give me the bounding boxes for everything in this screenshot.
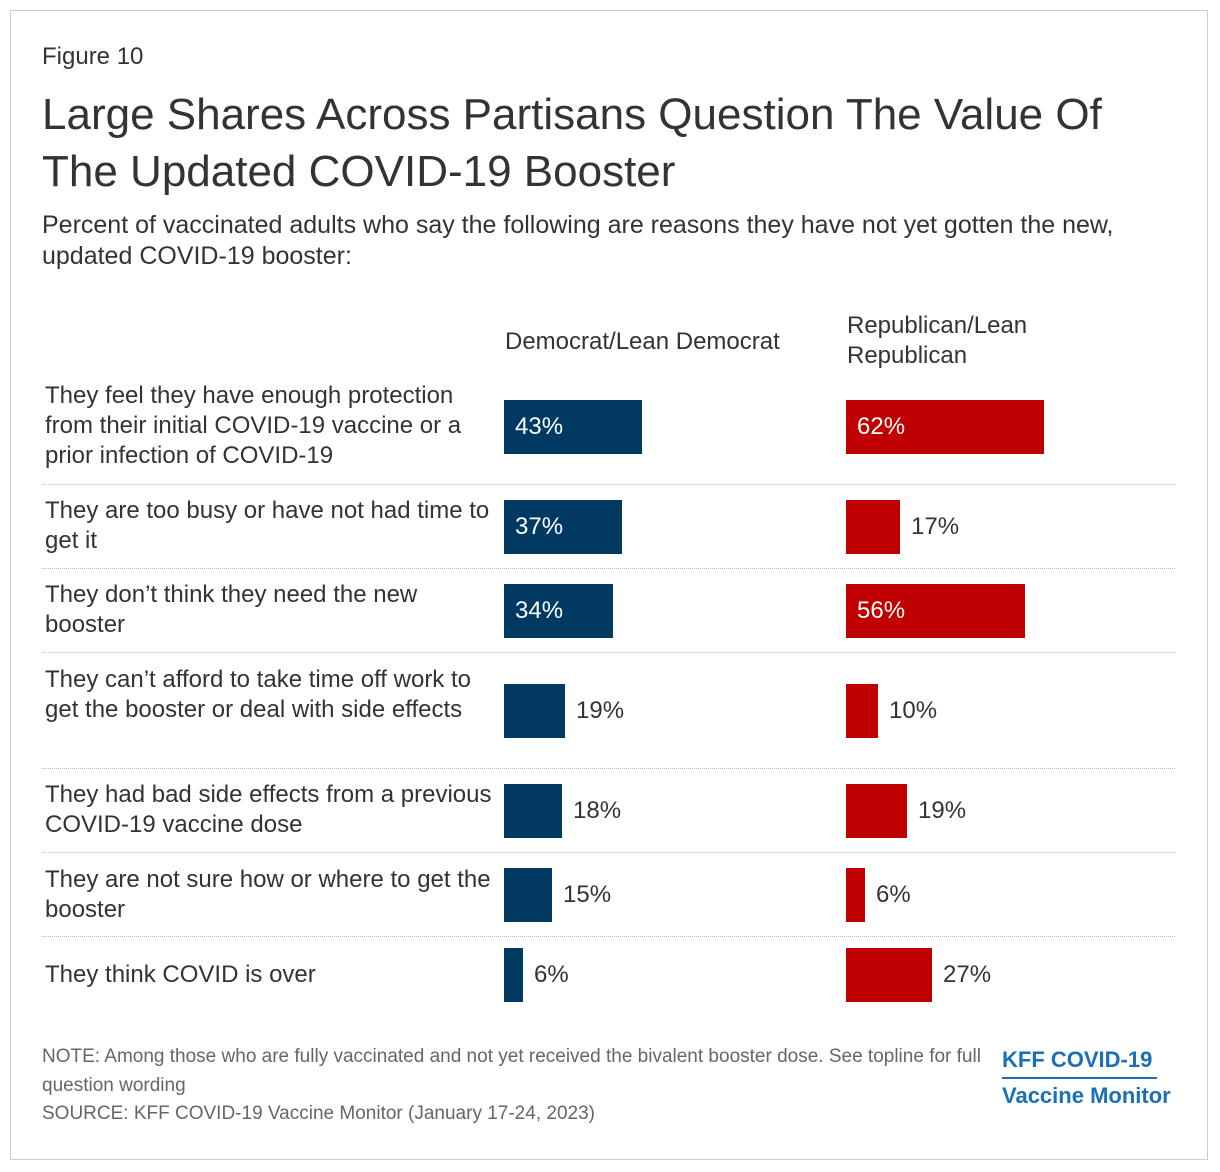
chart-source: SOURCE: KFF COVID-19 Vaccine Monitor (Ja… bbox=[42, 1103, 595, 1124]
kff-logo[interactable]: KFF COVID-19 Vaccine Monitor bbox=[1002, 1047, 1177, 1109]
data-label-democrat: 34% bbox=[515, 597, 564, 624]
data-label-republican: 6% bbox=[876, 881, 911, 908]
bar-democrat bbox=[504, 948, 523, 1002]
category-label: They are too busy or have not had time t… bbox=[45, 497, 490, 554]
bar-democrat bbox=[504, 868, 552, 922]
chart-note: NOTE: Among those who are fully vaccinat… bbox=[42, 1046, 981, 1096]
bar-democrat bbox=[504, 684, 565, 738]
series-header-republican: Republican/Lean Republican bbox=[847, 312, 1028, 369]
data-label-republican: 19% bbox=[918, 797, 967, 824]
data-label-republican: 17% bbox=[911, 513, 960, 540]
data-label-democrat: 37% bbox=[515, 513, 564, 540]
logo-line-2: Vaccine Monitor bbox=[1002, 1083, 1171, 1108]
bar-democrat bbox=[504, 400, 642, 454]
data-label-democrat: 18% bbox=[573, 797, 622, 824]
logo-line-1: KFF COVID-19 bbox=[1002, 1047, 1157, 1079]
bar-republican bbox=[846, 684, 878, 738]
data-label-democrat: 15% bbox=[563, 881, 612, 908]
row-separator bbox=[42, 936, 1175, 937]
bar-republican bbox=[846, 400, 1044, 454]
row-separator bbox=[42, 568, 1175, 569]
category-label: They are not sure how or where to get th… bbox=[45, 866, 491, 923]
data-label-democrat: 43% bbox=[515, 413, 564, 440]
series-header-democrat: Democrat/Lean Democrat bbox=[505, 328, 780, 355]
bar-republican bbox=[846, 500, 900, 554]
bar-republican bbox=[846, 948, 932, 1002]
figure-frame bbox=[10, 10, 1208, 1160]
bar-republican bbox=[846, 868, 865, 922]
category-label: They feel they have enough protection fr… bbox=[45, 382, 462, 469]
category-label: They had bad side effects from a previou… bbox=[45, 781, 492, 838]
chart-title: Large Shares Across Partisans Question T… bbox=[42, 90, 1102, 196]
data-label-republican: 56% bbox=[857, 597, 906, 624]
bar-democrat bbox=[504, 784, 562, 838]
data-label-republican: 27% bbox=[943, 961, 992, 988]
bar-democrat bbox=[504, 500, 622, 554]
data-label-democrat: 19% bbox=[576, 697, 625, 724]
category-label: They can’t afford to take time off work … bbox=[45, 666, 471, 723]
chart-subtitle: Percent of vaccinated adults who say the… bbox=[42, 211, 1114, 270]
category-label: They don’t think they need the new boost… bbox=[45, 581, 418, 638]
data-label-democrat: 6% bbox=[534, 961, 569, 988]
data-label-republican: 62% bbox=[857, 413, 906, 440]
bar-republican bbox=[846, 584, 1025, 638]
bar-republican bbox=[846, 784, 907, 838]
row-separator bbox=[42, 652, 1175, 653]
row-separator bbox=[42, 852, 1175, 853]
category-label: They think COVID is over bbox=[45, 961, 316, 988]
bar-democrat bbox=[504, 584, 613, 638]
row-separator bbox=[42, 484, 1175, 485]
figure-label: Figure 10 bbox=[42, 43, 144, 70]
data-label-republican: 10% bbox=[889, 697, 938, 724]
row-separator bbox=[42, 768, 1175, 769]
